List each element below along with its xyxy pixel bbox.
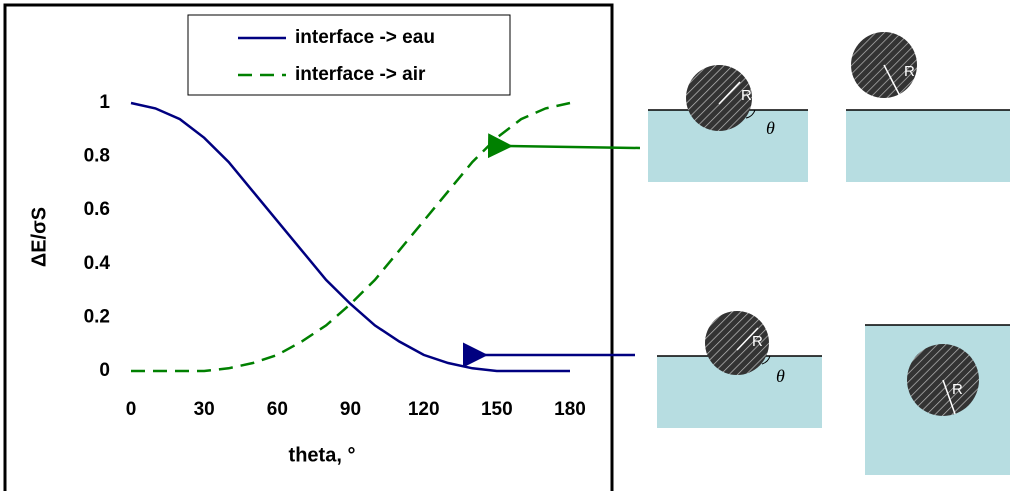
radius-label: R <box>752 333 763 350</box>
legend-label: interface -> eau <box>295 27 435 48</box>
y-axis-label: ΔE/σS <box>28 207 50 267</box>
radius-label: R <box>741 87 752 104</box>
y-tick-label: 0.4 <box>84 253 111 274</box>
x-tick-label: 60 <box>267 399 288 420</box>
radius-label: R <box>952 381 963 398</box>
radius-label: R <box>904 63 915 80</box>
x-tick-label: 120 <box>408 399 440 420</box>
arrow <box>487 133 641 159</box>
x-tick-label: 150 <box>481 399 513 420</box>
y-tick-label: 0 <box>99 360 110 381</box>
angle-label: θ <box>776 366 785 386</box>
y-tick-label: 0.2 <box>84 306 110 327</box>
x-axis-label: theta, ° <box>289 444 356 466</box>
x-tick-label: 30 <box>194 399 215 420</box>
y-tick-label: 0.6 <box>84 199 110 220</box>
diagram-4: R <box>865 324 1010 475</box>
series-line <box>131 101 571 373</box>
angle-label: θ <box>766 118 775 138</box>
diagram-2: R <box>846 32 1010 182</box>
x-tick-label: 90 <box>340 399 361 420</box>
x-tick-label: 180 <box>554 399 586 420</box>
diagram-1: R θ <box>648 65 808 182</box>
legend-box <box>187 14 511 96</box>
series-line <box>130 101 570 373</box>
diagram-3: R θ <box>657 311 822 428</box>
y-tick-label: 0.8 <box>84 146 110 167</box>
x-tick-label: 0 <box>126 399 137 420</box>
legend-label: interface -> air <box>295 64 426 85</box>
y-tick-label: 1 <box>99 92 110 113</box>
